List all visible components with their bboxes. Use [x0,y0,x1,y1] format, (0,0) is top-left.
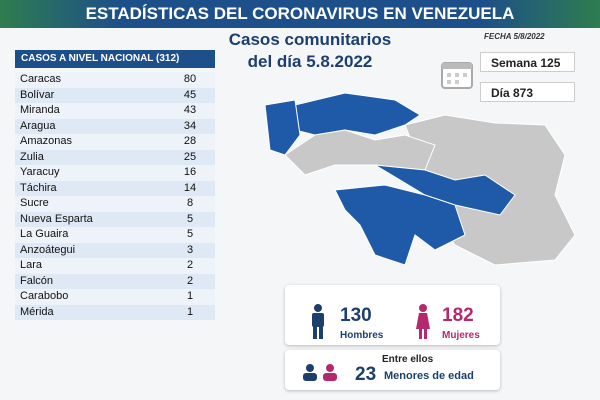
table-row: Aragua 34 [15,118,215,134]
table-row: Miranda 43 [15,103,215,119]
table-row: Yaracuy 16 [15,165,215,181]
subtitle: del día 5.8.2022 [247,52,373,71]
state-name: Carabobo [20,290,69,302]
date: FECHA 5/8/2022 [484,32,545,41]
state-name: Caracas [20,73,61,85]
women-count: 182 [442,305,474,326]
state-cases: 25 [183,150,197,163]
state-name: Anzoátegui [20,243,76,256]
men-icon [312,304,324,339]
table-row: Lara 2 [15,258,215,274]
state-name: Sucre [20,197,49,209]
table-row: Caracas 80 [15,72,215,88]
state-cases: 1 [186,305,194,318]
state-cases: 3 [186,243,194,256]
title: ESTADÍSTICAS DEL CORONAVIRUS EN VENEZUEL… [0,0,600,28]
state-cases: 5 [186,228,194,240]
table-row: Sucre 8 [15,196,215,212]
state-cases: 45 [183,88,197,101]
table-total: (312) [156,53,180,64]
state-cases: 16 [183,166,197,178]
state-cases: 2 [186,274,194,287]
calendar-icon [441,62,473,89]
men-label: Hombres [340,330,384,341]
state-cases: 8 [186,197,194,209]
table-title: CASOS A NIVEL NACIONAL [21,53,154,64]
state-cases: 80 [183,73,197,85]
minors-card [285,350,500,390]
state-cases: 14 [183,181,197,194]
minors-count: 23 [355,364,377,385]
state-name: Nueva Esparta [20,212,93,225]
table-row: Táchira 14 [15,180,215,196]
state-cases: 1 [186,290,194,302]
week: Semana 125 [480,52,575,72]
state-cases: 2 [186,259,194,271]
state-cases: 28 [183,135,197,147]
state-name: Zulia [20,150,44,163]
day: Día 873 [480,82,575,102]
table-row: Carabobo 1 [15,289,215,305]
table-row: Falcón 2 [15,273,215,289]
state-name: Lara [20,259,43,271]
table-row: Bolívar 45 [15,87,215,103]
table-row: Zulia 25 [15,149,215,165]
state-name: Yaracuy [20,166,60,178]
minors-intro: Entre ellos [382,354,434,365]
state-name: Aragua [20,119,56,132]
state-name: Amazonas [20,135,72,147]
table-row: Mérida 1 [15,304,215,320]
women-label: Mujeres [442,330,480,341]
minors-icon [303,364,337,381]
state-name: Táchira [20,181,57,194]
table-row: La Guaira 5 [15,227,215,243]
map [264,92,576,266]
state-name: Falcón [20,274,54,287]
state-cases: 34 [183,119,197,132]
table-row: Anzoátegui 3 [15,242,215,258]
men-count: 130 [340,305,372,326]
table-row: Nueva Esparta 5 [15,211,215,227]
subtitle: Casos comunitarios [228,30,392,49]
minors-label: Menores de edad [384,370,474,382]
state-cases: 5 [186,212,194,225]
table-row: Amazonas 28 [15,134,215,150]
state-cases: 43 [183,104,197,116]
state-name: Mérida [20,305,54,318]
table-header: CASOS A NIVEL NACIONAL (312) [15,50,215,68]
state-name: Miranda [20,104,60,116]
state-name: La Guaira [20,228,69,240]
women-icon [416,304,430,339]
state-name: Bolívar [20,88,55,101]
